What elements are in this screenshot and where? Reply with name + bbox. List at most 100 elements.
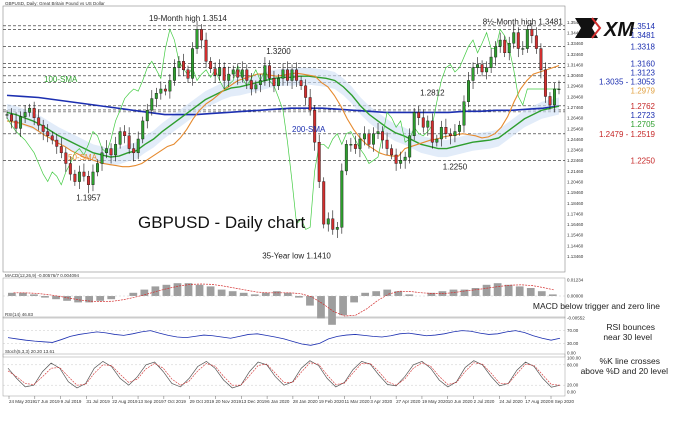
macd-bar bbox=[195, 284, 204, 296]
macd-bar bbox=[515, 286, 524, 296]
level-label: 1.2250 bbox=[631, 156, 656, 165]
lagging-span-line bbox=[6, 28, 559, 230]
macd-bar bbox=[405, 294, 414, 296]
price-tick-label: 1.22460 bbox=[567, 158, 584, 163]
macd-bar bbox=[52, 296, 60, 300]
candle-body bbox=[191, 48, 194, 79]
candle-body bbox=[439, 127, 443, 140]
candle-body bbox=[534, 35, 538, 49]
stoch-k-line bbox=[7, 360, 561, 389]
candle-body bbox=[385, 139, 389, 149]
stoch-tick-label: 80.00 bbox=[567, 362, 579, 367]
ichimoku-cloud bbox=[7, 67, 559, 166]
candle-body bbox=[154, 93, 158, 99]
candle-body bbox=[177, 61, 181, 68]
macd-note: MACD below trigger and zero line bbox=[533, 301, 660, 311]
macd-tick-label: 0.00000 bbox=[567, 294, 584, 299]
candle-body bbox=[209, 61, 213, 69]
candle-body bbox=[553, 88, 556, 106]
candle-body bbox=[195, 29, 199, 49]
x-tick-label: 3 Apr 2020 bbox=[370, 399, 392, 404]
stoch-note-line2: above %D and 20 level bbox=[581, 366, 669, 376]
candle-body bbox=[159, 88, 163, 94]
candle-body bbox=[163, 88, 167, 92]
macd-bar bbox=[217, 289, 226, 296]
rsi-tick-label: 70.00 bbox=[567, 328, 579, 333]
level-label: 1.3514 bbox=[631, 22, 656, 31]
rsi-header: RSI(14) 46.83 bbox=[5, 312, 34, 317]
macd-bar bbox=[173, 283, 182, 296]
candle-body bbox=[543, 69, 547, 97]
rsi-panel-frame bbox=[2, 316, 566, 358]
sma-label: 100-SMA bbox=[44, 75, 78, 84]
candle-body bbox=[448, 133, 452, 137]
candle-body bbox=[231, 69, 235, 75]
macd-bar bbox=[19, 292, 27, 296]
x-tick-label: 2 Jul 2020 bbox=[474, 399, 495, 404]
candle-body bbox=[340, 170, 344, 228]
macd-bar bbox=[372, 291, 381, 296]
candle-body bbox=[417, 112, 421, 118]
level-label: 1.2762 bbox=[631, 102, 656, 111]
sma-label: 200-SMA bbox=[292, 125, 326, 134]
candle-body bbox=[286, 69, 289, 81]
x-tick-label: 24 Jul 2020 bbox=[499, 399, 523, 404]
x-tick-label: 7 Oct 2019 bbox=[164, 399, 187, 404]
candle-body bbox=[218, 67, 222, 76]
price-panel-frame bbox=[2, 5, 566, 273]
xm-logo-text: XM bbox=[603, 19, 635, 41]
candle-body bbox=[317, 141, 321, 182]
candle-body bbox=[344, 144, 348, 172]
candle-body bbox=[421, 117, 425, 128]
candle-body bbox=[182, 61, 185, 71]
price-tick-label: 1.35460 bbox=[567, 20, 584, 25]
macd-bar bbox=[383, 289, 392, 296]
price-annotation: 1.2812 bbox=[420, 88, 445, 97]
macd-bar bbox=[526, 288, 535, 296]
price-annotation: 19-Month high 1.3514 bbox=[149, 14, 227, 23]
candle-body bbox=[263, 65, 267, 81]
candle-body bbox=[435, 138, 439, 143]
candle-body bbox=[240, 69, 244, 78]
rsi-tick-label: 30.00 bbox=[567, 341, 579, 346]
x-tick-label: 24 May 2019 bbox=[9, 399, 36, 404]
macd-bar bbox=[96, 296, 105, 301]
candle-body bbox=[41, 124, 45, 132]
sma-200-line bbox=[6, 94, 560, 116]
candle-body bbox=[498, 39, 502, 47]
price-tick-label: 1.21460 bbox=[567, 169, 584, 174]
macd-bar bbox=[328, 296, 336, 325]
candle-body bbox=[23, 112, 27, 117]
macd-bar bbox=[493, 283, 502, 296]
candle-body bbox=[277, 78, 280, 86]
rsi-tick-label: 0.00 bbox=[567, 351, 576, 356]
macd-bar bbox=[394, 291, 403, 296]
candle-body bbox=[249, 80, 253, 90]
candle-body bbox=[458, 124, 461, 132]
x-tick-label: 9 Jul 2019 bbox=[61, 399, 82, 404]
candle-body bbox=[295, 69, 299, 81]
candle-body bbox=[525, 29, 529, 49]
x-tick-label: 11 Mar 2020 bbox=[345, 399, 370, 404]
chart-title: GBPUSD - Daily chart bbox=[138, 213, 305, 232]
candle-body bbox=[353, 144, 357, 149]
candle-body bbox=[331, 218, 335, 230]
candle-body bbox=[19, 116, 23, 129]
rsi-line bbox=[7, 330, 561, 346]
candle-body bbox=[267, 65, 271, 79]
level-label: 1.2723 bbox=[631, 111, 656, 120]
candle-body bbox=[127, 135, 131, 149]
candle-body bbox=[46, 131, 50, 137]
x-tick-label: 31 Jul 2019 bbox=[86, 399, 110, 404]
candle-body bbox=[494, 46, 498, 58]
macd-signal-line bbox=[13, 283, 555, 317]
candle-body bbox=[118, 131, 122, 145]
xm-logo: XM bbox=[575, 17, 635, 41]
candle-body bbox=[313, 110, 317, 143]
macd-panel-frame bbox=[2, 277, 566, 319]
candle-body bbox=[50, 135, 54, 141]
stoch-panel-frame bbox=[2, 353, 566, 397]
price-tick-label: 1.15460 bbox=[567, 233, 584, 238]
macd-bar bbox=[184, 283, 193, 296]
